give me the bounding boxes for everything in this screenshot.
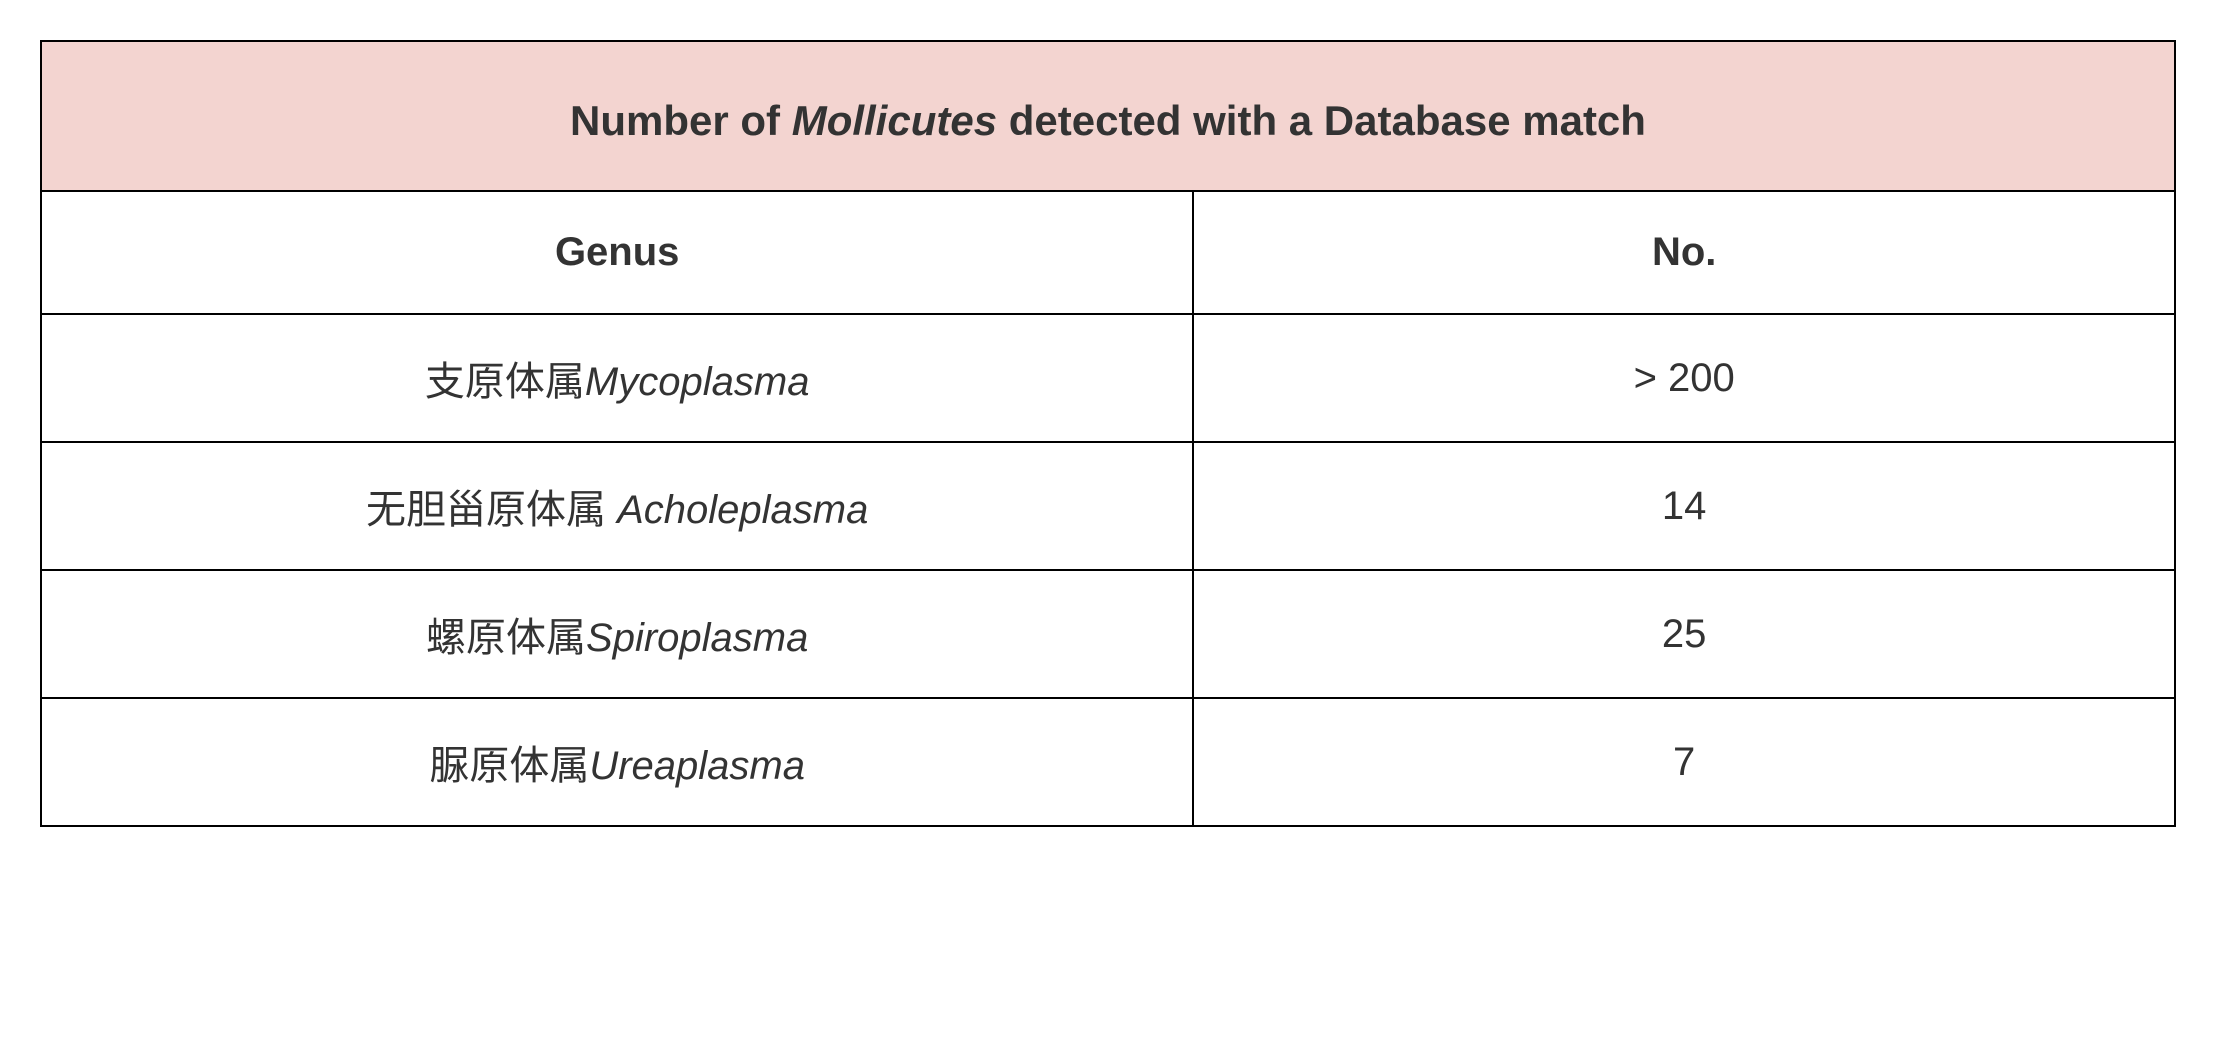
header-row: Genus No. (41, 191, 2175, 314)
title-italic: Mollicutes (792, 97, 997, 144)
mollicutes-table-container: Number of Mollicutes detected with a Dat… (40, 40, 2176, 827)
header-no: No. (1193, 191, 2175, 314)
table-row: 螺原体属Spiroplasma 25 (41, 570, 2175, 698)
genus-latin: Ureaplasma (589, 744, 805, 788)
genus-cn: 脲原体属 (429, 744, 589, 788)
header-genus: Genus (41, 191, 1193, 314)
table-title: Number of Mollicutes detected with a Dat… (41, 41, 2175, 191)
title-row: Number of Mollicutes detected with a Dat… (41, 41, 2175, 191)
no-cell: 25 (1193, 570, 2175, 698)
genus-latin: Mycoplasma (585, 360, 810, 404)
no-cell: 14 (1193, 442, 2175, 570)
genus-latin: Spiroplasma (586, 616, 808, 660)
table-row: 无胆甾原体属 Acholeplasma 14 (41, 442, 2175, 570)
title-prefix: Number of (570, 97, 792, 144)
genus-cell: 支原体属Mycoplasma (41, 314, 1193, 442)
genus-cn: 螺原体属 (426, 616, 586, 660)
no-cell: > 200 (1193, 314, 2175, 442)
genus-cn: 支原体属 (425, 360, 585, 404)
genus-cn: 无胆甾原体属 (366, 488, 617, 532)
table-row: 支原体属Mycoplasma > 200 (41, 314, 2175, 442)
genus-cell: 螺原体属Spiroplasma (41, 570, 1193, 698)
genus-latin: Acholeplasma (617, 488, 868, 532)
genus-cell: 无胆甾原体属 Acholeplasma (41, 442, 1193, 570)
mollicutes-table: Number of Mollicutes detected with a Dat… (40, 40, 2176, 827)
title-suffix: detected with a Database match (997, 97, 1646, 144)
no-cell: 7 (1193, 698, 2175, 826)
table-row: 脲原体属Ureaplasma 7 (41, 698, 2175, 826)
genus-cell: 脲原体属Ureaplasma (41, 698, 1193, 826)
